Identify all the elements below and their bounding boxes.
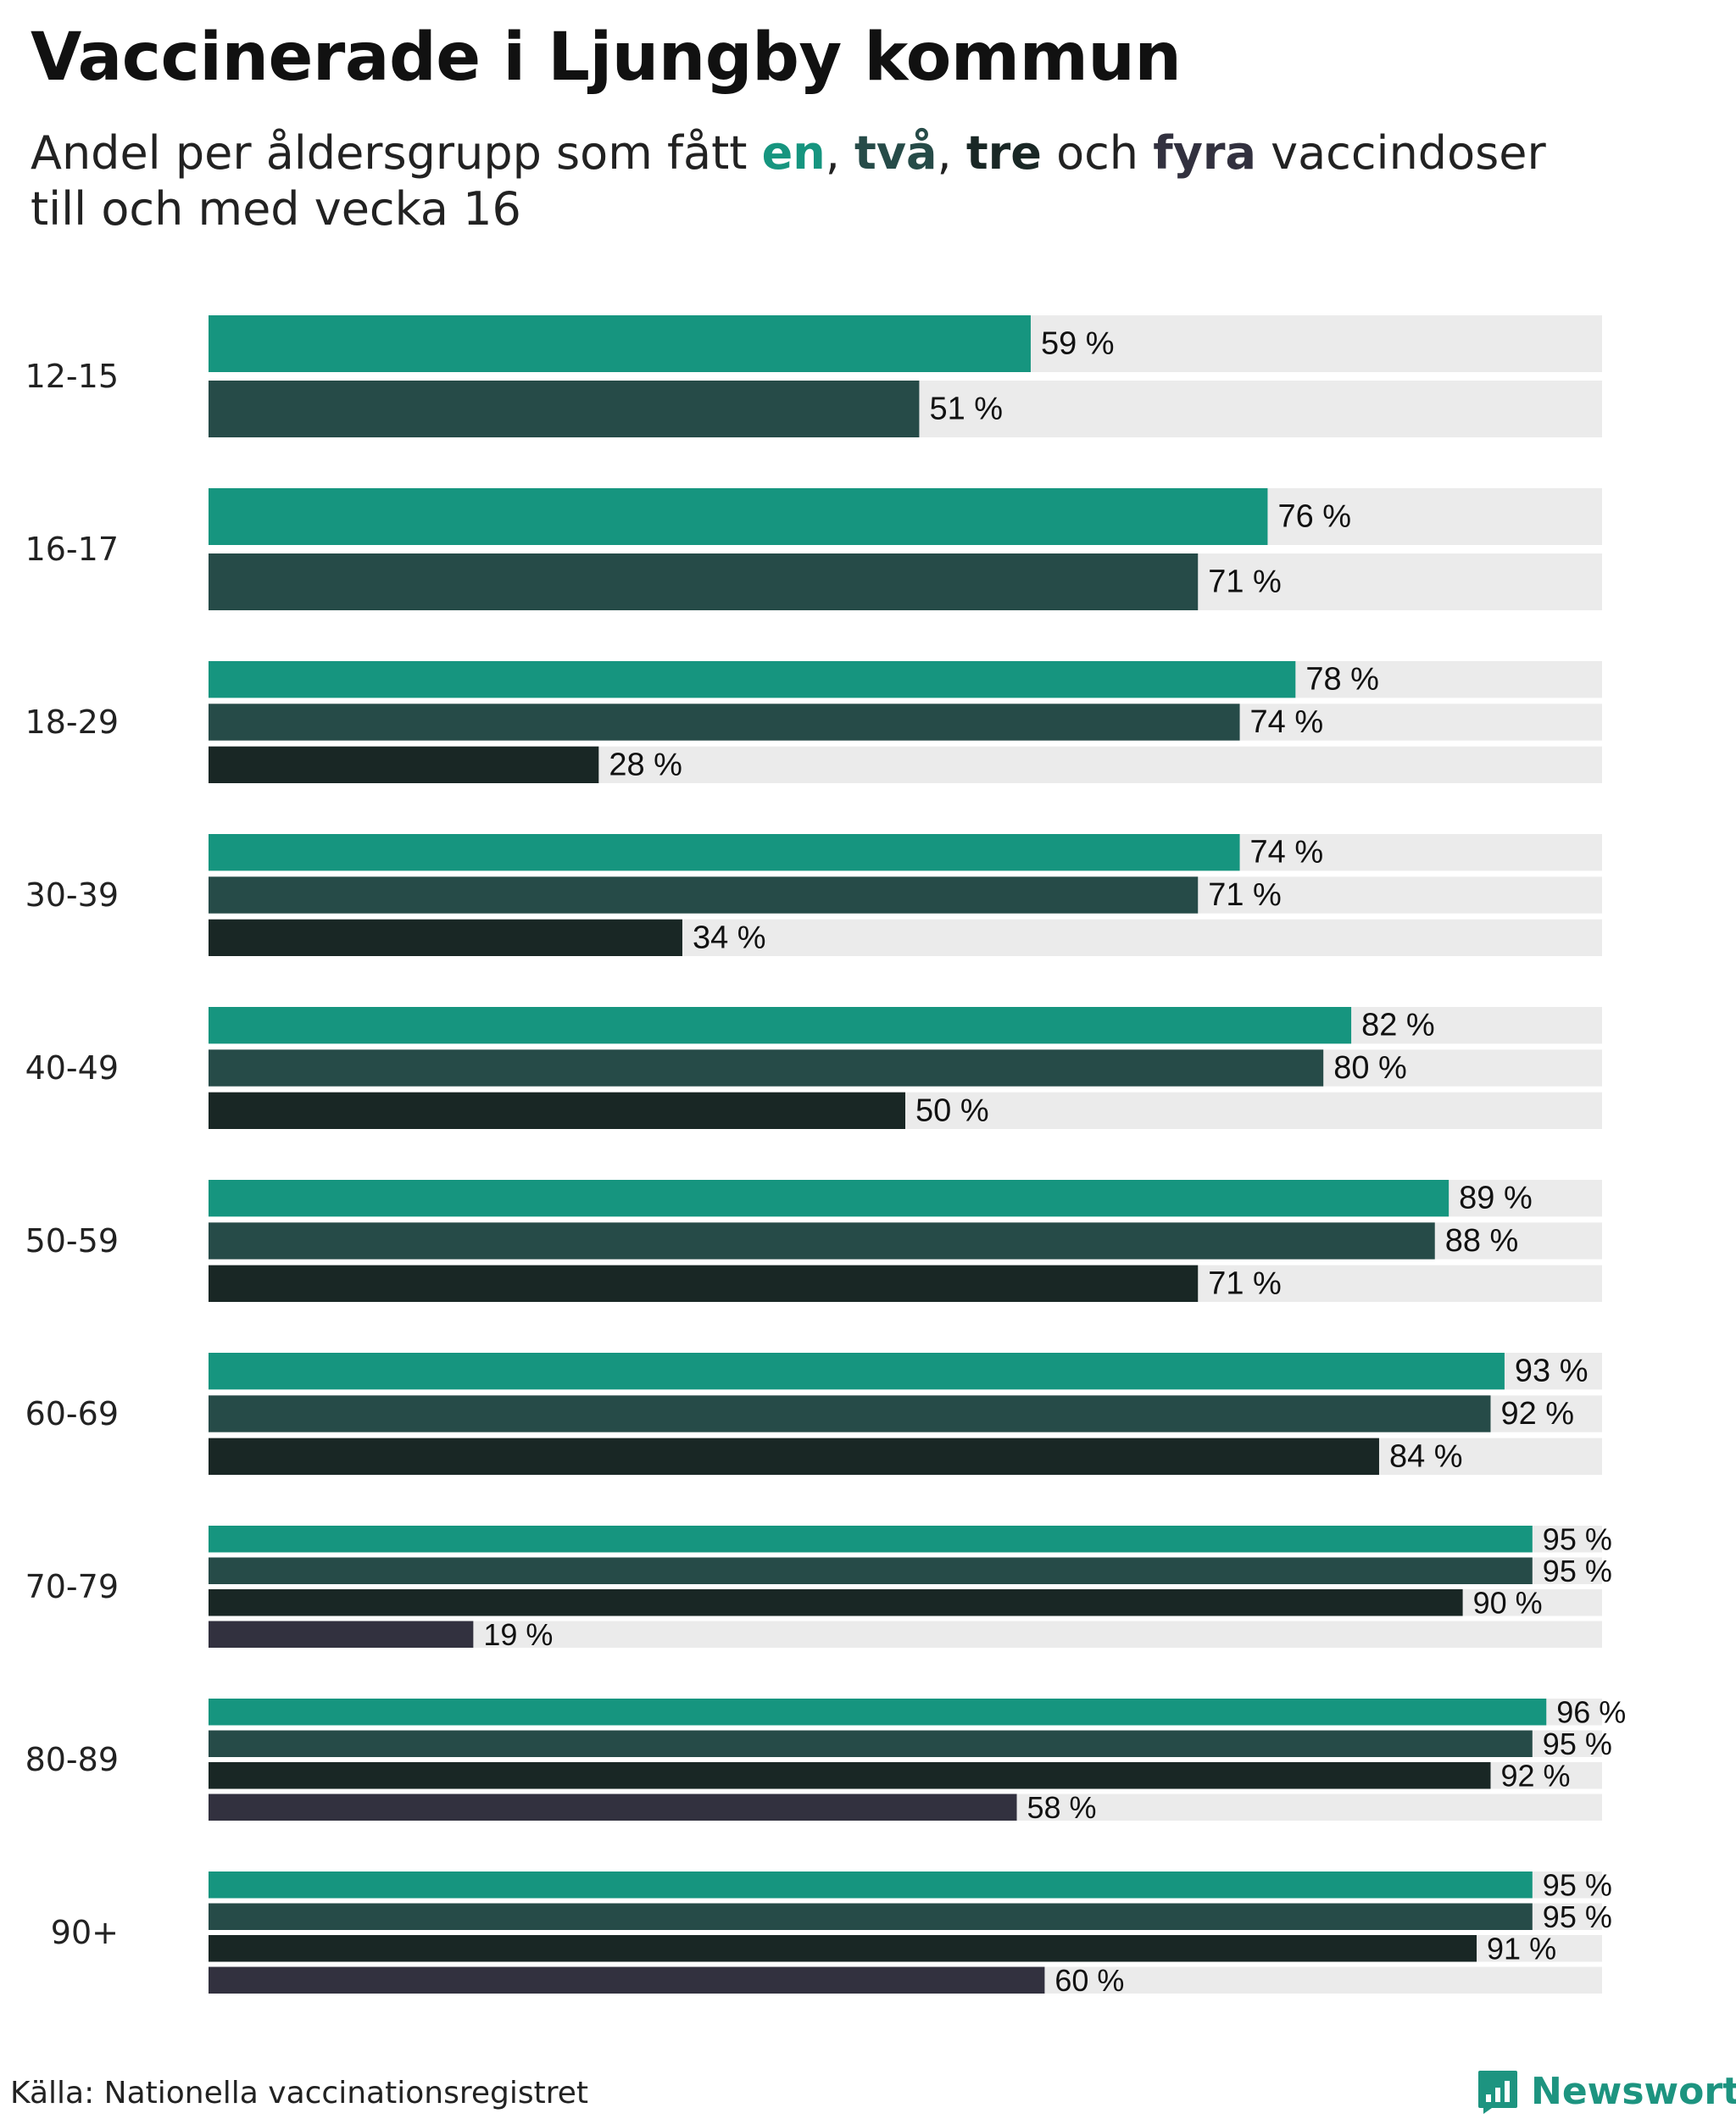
bar-tre — [209, 1935, 1477, 1962]
bar-en — [209, 1699, 1547, 1726]
data-label: 19 % — [483, 1617, 553, 1652]
category-label: 90+ — [51, 1914, 119, 1951]
category-label: 16-17 — [25, 531, 119, 568]
data-label: 74 % — [1250, 704, 1324, 740]
bar-två — [209, 1903, 1533, 1930]
subtitle-dose3: tre — [965, 126, 1042, 180]
data-label: 51 % — [929, 392, 1003, 427]
bar-en — [209, 315, 1031, 372]
bar-fyra — [209, 1794, 1017, 1821]
data-label: 71 % — [1208, 877, 1282, 913]
brand-logo[interactable]: Newsworthy — [1477, 2068, 1736, 2116]
bar-tre — [209, 746, 599, 783]
bar-tre — [209, 1762, 1491, 1789]
data-label: 96 % — [1556, 1694, 1626, 1729]
data-label: 89 % — [1459, 1181, 1533, 1216]
bar-tre — [209, 919, 682, 956]
data-label: 91 % — [1487, 1931, 1556, 1966]
category-label: 80-89 — [25, 1741, 119, 1778]
bar-två — [209, 381, 920, 437]
category-label: 40-49 — [25, 1049, 119, 1087]
data-label: 90 % — [1473, 1585, 1543, 1620]
subtitle-prefix: Andel per åldersgrupp som fått — [31, 126, 762, 180]
bar-en — [209, 1180, 1449, 1217]
bar-en — [209, 661, 1296, 698]
data-label: 71 % — [1208, 1265, 1282, 1301]
bar-en — [209, 834, 1240, 871]
bar-en — [209, 1526, 1533, 1553]
category-label: 30-39 — [25, 876, 119, 914]
bar-två — [209, 1049, 1324, 1087]
bar-fyra — [209, 1621, 474, 1648]
data-label: 74 % — [1250, 835, 1324, 870]
bar-tre — [209, 1092, 905, 1129]
bar-två — [209, 1557, 1533, 1584]
category-label: 50-59 — [25, 1222, 119, 1260]
data-label: 71 % — [1208, 565, 1282, 600]
newsworthy-logo-icon — [1478, 2071, 1517, 2114]
data-label: 95 % — [1543, 1867, 1612, 1902]
bar-två — [209, 1222, 1435, 1260]
data-label: 95 % — [1543, 1899, 1612, 1934]
data-label: 95 % — [1543, 1554, 1612, 1588]
data-label: 58 % — [1027, 1790, 1097, 1825]
subtitle-dose4: fyra — [1153, 126, 1256, 180]
category-label: 12-15 — [25, 358, 119, 395]
bar-två — [209, 553, 1199, 610]
subtitle-dose1: en — [761, 126, 826, 180]
data-label: 76 % — [1277, 499, 1351, 535]
data-label: 78 % — [1305, 662, 1379, 698]
brand-name: Newsworthy — [1531, 2070, 1736, 2113]
data-label: 34 % — [693, 920, 766, 955]
data-label: 80 % — [1333, 1050, 1407, 1086]
bar-två — [209, 1395, 1491, 1432]
bar-tre — [209, 1438, 1379, 1475]
data-label: 82 % — [1361, 1008, 1435, 1043]
data-label: 95 % — [1543, 1727, 1612, 1761]
bar-en — [209, 1872, 1533, 1899]
bar-en — [209, 488, 1268, 545]
data-label: 50 % — [915, 1093, 989, 1128]
category-label: 60-69 — [25, 1395, 119, 1432]
chart-title: Vaccinerade i Ljungby kommun — [31, 19, 1182, 96]
bar-en — [209, 1353, 1505, 1390]
data-label: 93 % — [1515, 1354, 1589, 1389]
data-label: 92 % — [1500, 1396, 1574, 1432]
data-label: 84 % — [1389, 1438, 1463, 1474]
bar-två — [209, 876, 1199, 914]
data-label: 95 % — [1543, 1521, 1612, 1556]
bar-en — [209, 1007, 1352, 1044]
bar-chart: 12-15 59 % 51 % 16-17 76 % 71 % 18-29 78 % 74 % 2… — [25, 315, 1626, 1998]
bar-tre — [209, 1265, 1199, 1302]
data-label: 60 % — [1054, 1963, 1124, 1998]
chart-subtitle: Andel per åldersgrupp som fått en, två, … — [31, 125, 1641, 237]
subtitle-dose2: två — [854, 126, 938, 180]
data-label: 59 % — [1041, 326, 1115, 362]
bar-tre — [209, 1589, 1463, 1616]
category-label: 70-79 — [25, 1568, 119, 1605]
subtitle-conjunction: och — [1041, 126, 1154, 180]
category-label: 18-29 — [25, 704, 119, 741]
bar-två — [209, 704, 1240, 741]
data-label: 28 % — [609, 747, 682, 782]
data-label: 88 % — [1445, 1223, 1519, 1259]
subtitle-separator-2: , — [937, 126, 966, 180]
subtitle-separator-1: , — [825, 126, 855, 180]
subtitle-line-2: till och med vecka 16 — [31, 182, 521, 236]
data-label: 92 % — [1500, 1758, 1570, 1793]
bar-fyra — [209, 1966, 1045, 1994]
bar-två — [209, 1730, 1533, 1757]
source-note: Källa: Nationella vaccinationsregistret — [10, 2076, 588, 2111]
subtitle-suffix: vaccindoser — [1255, 126, 1546, 180]
